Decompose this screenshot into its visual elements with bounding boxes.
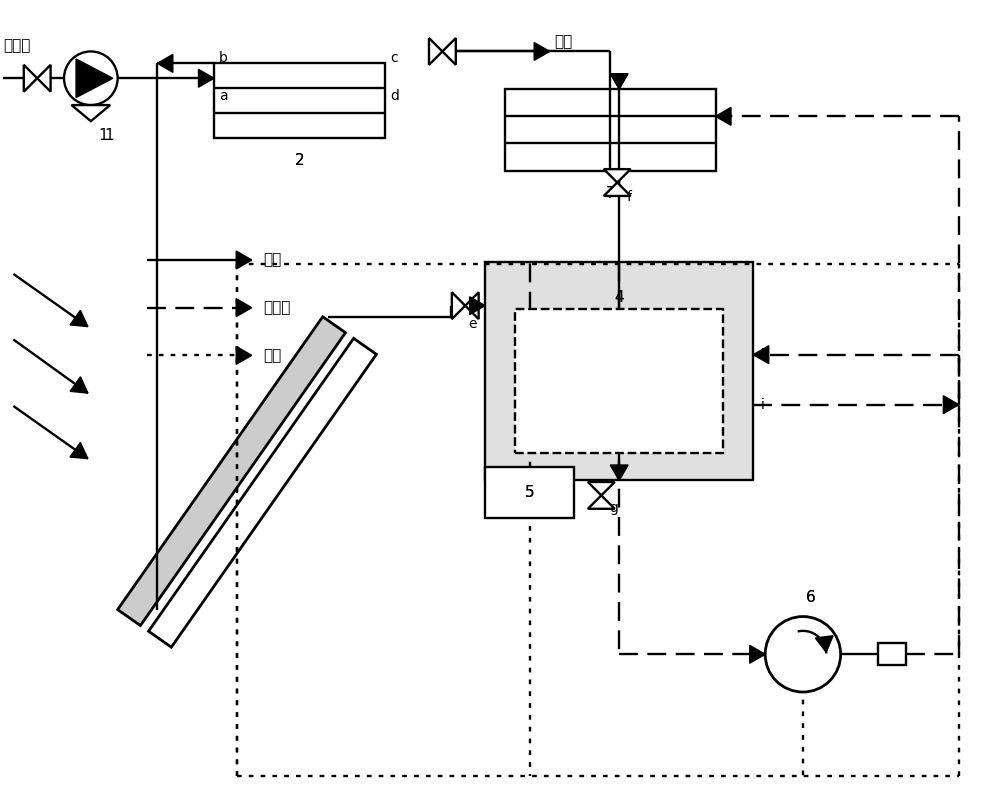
Polygon shape [943, 396, 959, 414]
Polygon shape [534, 42, 550, 60]
Polygon shape [149, 338, 376, 647]
Polygon shape [24, 65, 37, 92]
Text: g: g [609, 501, 618, 515]
Polygon shape [442, 38, 456, 65]
Text: 2: 2 [295, 152, 304, 168]
Text: 水蒸气: 水蒸气 [264, 300, 291, 315]
Polygon shape [610, 74, 628, 89]
Polygon shape [76, 59, 113, 97]
Polygon shape [604, 169, 631, 182]
Bar [214, 63, 385, 138]
Polygon shape [470, 297, 485, 315]
Text: 1: 1 [98, 128, 108, 143]
Polygon shape [588, 482, 615, 496]
Polygon shape [118, 317, 345, 625]
Bar [878, 643, 906, 665]
Text: 4: 4 [614, 290, 624, 305]
Text: f: f [627, 191, 632, 204]
Polygon shape [198, 69, 214, 88]
Text: h: h [761, 348, 770, 362]
Polygon shape [429, 38, 442, 65]
Text: 稀溶液: 稀溶液 [3, 38, 31, 53]
Polygon shape [236, 251, 252, 269]
Text: c: c [390, 51, 397, 66]
Text: 溶液: 溶液 [264, 252, 282, 268]
Bar [505, 89, 716, 170]
Polygon shape [236, 298, 252, 316]
Polygon shape [465, 292, 479, 319]
Text: 4: 4 [614, 290, 624, 305]
Polygon shape [70, 311, 88, 327]
Polygon shape [716, 107, 731, 125]
Text: 7: 7 [605, 186, 615, 200]
Text: 电路: 电路 [264, 348, 282, 363]
Polygon shape [37, 65, 51, 92]
Text: 6: 6 [806, 590, 816, 605]
Text: 1: 1 [104, 128, 114, 143]
Text: i: i [761, 397, 765, 412]
Text: d: d [390, 89, 399, 103]
Bar [485, 262, 753, 480]
Polygon shape [750, 646, 765, 663]
Text: a: a [219, 89, 228, 103]
Polygon shape [604, 182, 631, 196]
Bar [485, 466, 574, 518]
Polygon shape [236, 346, 252, 364]
Text: 6: 6 [806, 590, 816, 605]
Polygon shape [157, 54, 173, 72]
Polygon shape [70, 442, 88, 459]
Text: 7: 7 [605, 186, 615, 200]
Polygon shape [72, 105, 110, 121]
Polygon shape [610, 465, 628, 480]
Text: b: b [219, 51, 228, 66]
Text: 2: 2 [295, 152, 304, 168]
Bar [515, 309, 723, 453]
Circle shape [64, 51, 118, 105]
Polygon shape [815, 636, 833, 652]
Polygon shape [70, 377, 88, 393]
Text: 淡水: 淡水 [555, 34, 573, 49]
Text: 5: 5 [525, 485, 535, 500]
Text: 5: 5 [525, 485, 535, 500]
Polygon shape [588, 496, 615, 508]
Polygon shape [452, 292, 465, 319]
Text: e: e [468, 316, 477, 331]
Circle shape [765, 616, 841, 692]
Polygon shape [753, 345, 769, 363]
